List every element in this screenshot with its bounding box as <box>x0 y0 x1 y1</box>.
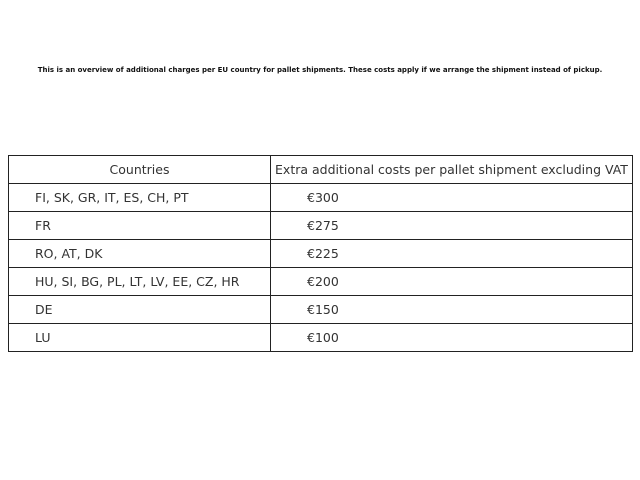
table-row: FI, SK, GR, IT, ES, CH, PT €300 <box>8 183 633 212</box>
cost-cell: €300 <box>270 183 633 212</box>
countries-cell: RO, AT, DK <box>8 239 271 268</box>
countries-cell: DE <box>8 295 271 324</box>
cost-cell: €150 <box>270 295 633 324</box>
countries-cell: LU <box>8 323 271 352</box>
countries-cell: FI, SK, GR, IT, ES, CH, PT <box>8 183 271 212</box>
table-row: FR €275 <box>8 211 633 240</box>
table-row: RO, AT, DK €225 <box>8 239 633 268</box>
header-cost: Extra additional costs per pallet shipme… <box>270 155 633 184</box>
table-header-row: Countries Extra additional costs per pal… <box>8 155 633 184</box>
cost-cell: €225 <box>270 239 633 268</box>
cost-cell: €275 <box>270 211 633 240</box>
pallet-costs-table: Countries Extra additional costs per pal… <box>8 155 633 352</box>
table-row: LU €100 <box>8 323 633 352</box>
table-row: HU, SI, BG, PL, LT, LV, EE, CZ, HR €200 <box>8 267 633 296</box>
cost-cell: €200 <box>270 267 633 296</box>
header-countries: Countries <box>8 155 271 184</box>
table-row: DE €150 <box>8 295 633 324</box>
cost-cell: €100 <box>270 323 633 352</box>
countries-cell: FR <box>8 211 271 240</box>
intro-text: This is an overview of additional charge… <box>37 66 603 74</box>
countries-cell: HU, SI, BG, PL, LT, LV, EE, CZ, HR <box>8 267 271 296</box>
